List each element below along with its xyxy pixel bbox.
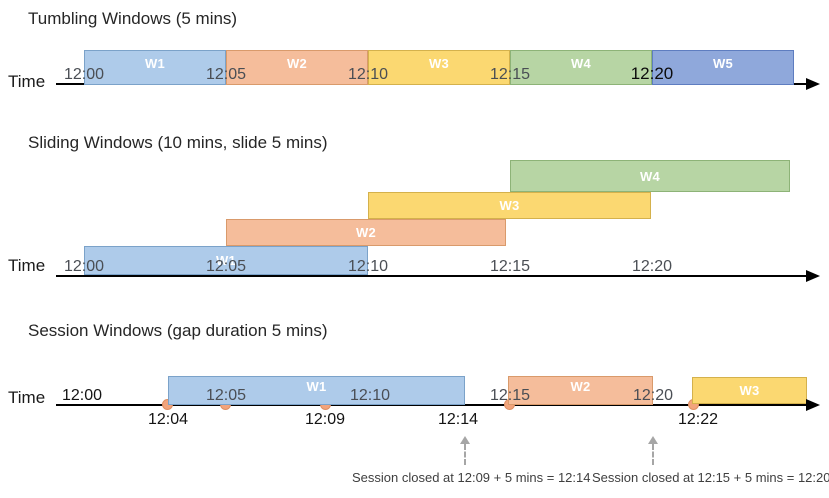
tumbling-window-w4: W4 [510,50,652,85]
window-label: W2 [355,225,377,240]
session-close-annotation-2: Session closed at 12:15 + 5 mins = 12:20 [592,470,829,485]
tick-label: 12:00 [63,66,105,83]
event-time-label: 12:09 [304,411,346,428]
tick-label: 12:15 [489,258,531,275]
window-label: W2 [286,56,308,71]
session-close-annotation-1: Session closed at 12:09 + 5 mins = 12:14 [352,470,591,485]
tick-label: 12:15 [489,387,531,404]
window-label: W2 [570,379,591,394]
session-time-axis [56,404,808,406]
tick-label: 12:20 [630,64,674,83]
tick-label: 12:15 [489,66,531,83]
tick-label: 12:05 [205,66,247,83]
window-label: W1 [306,379,327,394]
tumbling-section-title: Tumbling Windows (5 mins) [28,9,238,28]
tick-label: 12:20 [632,387,674,404]
session-window-w3: W3 [692,377,807,404]
tick-label: 12:05 [205,258,247,275]
tumbling-window-w3: W3 [368,50,510,85]
tick-label: 12:10 [347,66,389,83]
sliding-section-title: Sliding Windows (10 mins, slide 5 mins) [28,133,328,152]
tick-label: 12:10 [347,258,389,275]
window-label: W4 [639,168,661,184]
sliding-time-axis [56,275,808,277]
sliding-window-w2: W2 [226,219,506,246]
tick-label: 12:10 [349,387,391,404]
window-label: W1 [215,253,237,268]
window-label: W1 [144,56,166,71]
tick-label: 12:05 [205,387,247,404]
event-time-label: 12:04 [147,411,189,428]
tumbling-window-w5: W5 [652,50,794,85]
event-time-label: 12:22 [677,411,719,428]
session-section-title: Session Windows (gap duration 5 mins) [28,321,328,340]
tick-label: 12:20 [631,258,673,275]
window-label: W3 [428,56,450,71]
sliding-time-axis-label: Time [8,256,46,275]
window-label: W3 [499,198,520,213]
tick-label: 12:00 [63,258,105,275]
sliding-window-w4: W4 [510,160,790,192]
sliding-window-w1: W1 [84,246,368,275]
tumbling-window-w1: W1 [84,50,226,85]
window-label: W3 [739,383,760,398]
window-label: W5 [712,56,734,71]
session-axis-arrow-icon [806,399,820,411]
sliding-window-w3: W3 [368,192,651,219]
tumbling-window-w2: W2 [226,50,368,85]
sliding-axis-arrow-icon [806,270,820,282]
event-time-label: 12:14 [437,411,479,428]
tumbling-time-axis-label: Time [8,72,46,91]
session-time-axis-label: Time [8,388,46,407]
tumbling-axis-arrow-icon [806,78,820,90]
session-window-w2: W2 [508,376,653,405]
window-label: W4 [570,56,592,71]
session-window-w1: W1 [168,376,465,405]
tick-label: 12:00 [61,387,103,404]
